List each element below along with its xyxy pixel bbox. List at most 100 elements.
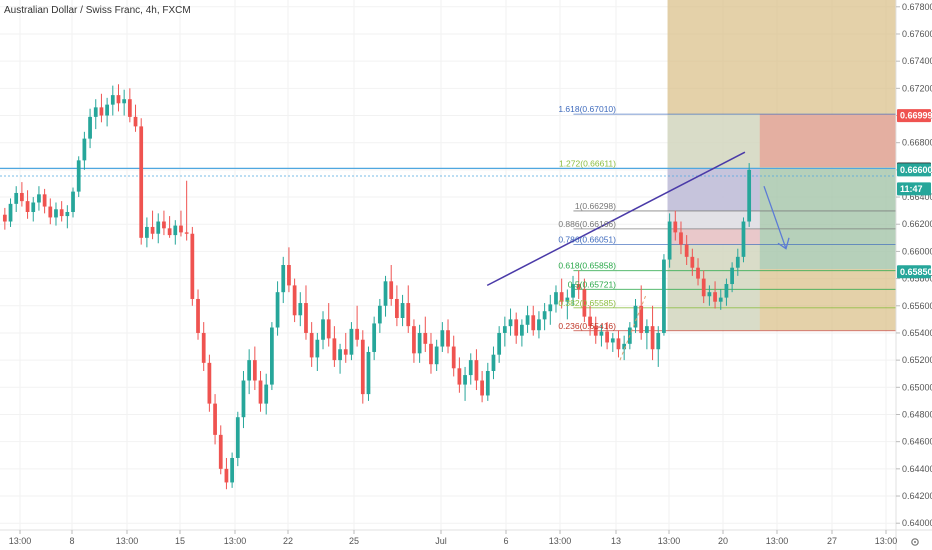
fib-level-label: 1.618(0.67010)	[558, 104, 616, 114]
candle-body	[650, 326, 655, 350]
candle-body	[304, 303, 308, 333]
candle-body	[122, 99, 127, 104]
candle-body	[127, 99, 132, 117]
candle-body	[537, 319, 541, 331]
candlestick-series	[2, 84, 752, 490]
candle-body	[724, 284, 729, 298]
x-tick-label: 27	[827, 536, 837, 546]
candle-body	[645, 326, 649, 333]
candle-body	[622, 343, 627, 350]
candle-body	[315, 339, 320, 358]
candle-body	[423, 332, 428, 344]
candle-body	[696, 267, 700, 279]
price-badge-label: 0.65850	[900, 267, 932, 277]
candle-body	[59, 209, 64, 217]
x-tick-label: 8	[69, 536, 74, 546]
candle-body	[360, 339, 365, 395]
price-axis[interactable]: 0.678000.676000.674000.672000.670000.668…	[896, 2, 932, 528]
candle-body	[395, 298, 399, 318]
candle-body	[633, 305, 638, 328]
candle-body	[213, 403, 217, 435]
candle-body	[105, 104, 109, 116]
candle-body	[14, 192, 19, 204]
candle-body	[565, 297, 570, 302]
time-axis[interactable]: 13:00 8 13:00 15 13:00 22 25 Jul 6 13:00 13 13:00 20…	[9, 530, 898, 546]
candle-body	[690, 256, 695, 268]
y-tick-label: 0.65800	[902, 274, 932, 284]
y-tick-label: 0.66400	[902, 192, 932, 202]
candle-body	[502, 326, 507, 333]
candle-body	[326, 319, 331, 339]
candle-body	[54, 209, 58, 218]
candle-body	[321, 319, 325, 340]
candle-body	[582, 289, 587, 317]
price-badge	[897, 182, 931, 196]
x-tick-label: 13:00	[9, 536, 32, 546]
candle-body	[162, 221, 166, 229]
x-tick-label: 25	[349, 536, 359, 546]
candle-body	[667, 221, 672, 260]
candle-body	[309, 332, 314, 358]
candle-body	[531, 315, 536, 331]
projection-arrow[interactable]	[763, 185, 787, 249]
y-tick-label: 0.64200	[902, 491, 932, 501]
x-tick-label: 22	[283, 536, 293, 546]
candle-body	[292, 285, 297, 316]
candle-body	[480, 380, 484, 396]
candle-body	[37, 194, 41, 203]
y-tick-label: 0.66000	[902, 246, 932, 256]
candle-body	[707, 292, 712, 297]
price-badge	[897, 265, 931, 279]
candle-body	[593, 326, 598, 336]
candle-body	[429, 343, 433, 365]
candle-body	[8, 203, 13, 222]
candle-body	[673, 221, 678, 233]
candle-body	[520, 324, 524, 336]
y-tick-label: 0.65400	[902, 328, 932, 338]
candle-body	[258, 380, 263, 404]
stop-loss-zone	[759, 114, 896, 168]
x-tick-label: 13:00	[658, 536, 681, 546]
x-tick-label: 13:00	[549, 536, 572, 546]
settings-gear-icon[interactable]	[904, 536, 926, 548]
candle-body	[48, 206, 53, 218]
rising-trendline[interactable]	[486, 151, 746, 287]
candle-body	[247, 360, 252, 381]
trend-drawings[interactable]	[486, 151, 790, 361]
candle-body	[735, 256, 740, 268]
candle-body	[400, 303, 405, 318]
candle-body	[457, 368, 462, 385]
y-tick-label: 0.67600	[902, 29, 932, 39]
candle-body	[116, 95, 121, 104]
candle-body	[474, 360, 479, 381]
candle-body	[139, 126, 144, 238]
x-tick-label: 13:00	[224, 536, 247, 546]
take-profit-zone	[759, 168, 896, 270]
candle-body	[338, 349, 342, 361]
candle-body	[145, 226, 149, 238]
y-tick-label: 0.65200	[902, 355, 932, 365]
y-tick-label: 0.67800	[902, 2, 932, 12]
y-tick-label: 0.64800	[902, 409, 932, 419]
candle-body	[110, 95, 115, 105]
candle-body	[508, 319, 513, 327]
candle-body	[741, 221, 746, 257]
candle-body	[718, 297, 723, 302]
candle-body	[679, 232, 683, 245]
fib-level-label: 0.786(0.66051)	[558, 234, 616, 244]
candle-body	[218, 434, 223, 469]
candle-body	[446, 330, 450, 347]
candle-body	[383, 281, 388, 306]
candle-body	[156, 221, 161, 234]
candle-body	[2, 214, 7, 222]
candle-body	[610, 338, 615, 343]
fib-band-low	[667, 228, 760, 245]
candle-body	[82, 138, 87, 161]
candle-body	[167, 228, 172, 236]
candle-body	[747, 169, 752, 222]
candle-body	[88, 116, 92, 139]
candle-body	[514, 319, 519, 336]
candle-body	[76, 160, 81, 192]
